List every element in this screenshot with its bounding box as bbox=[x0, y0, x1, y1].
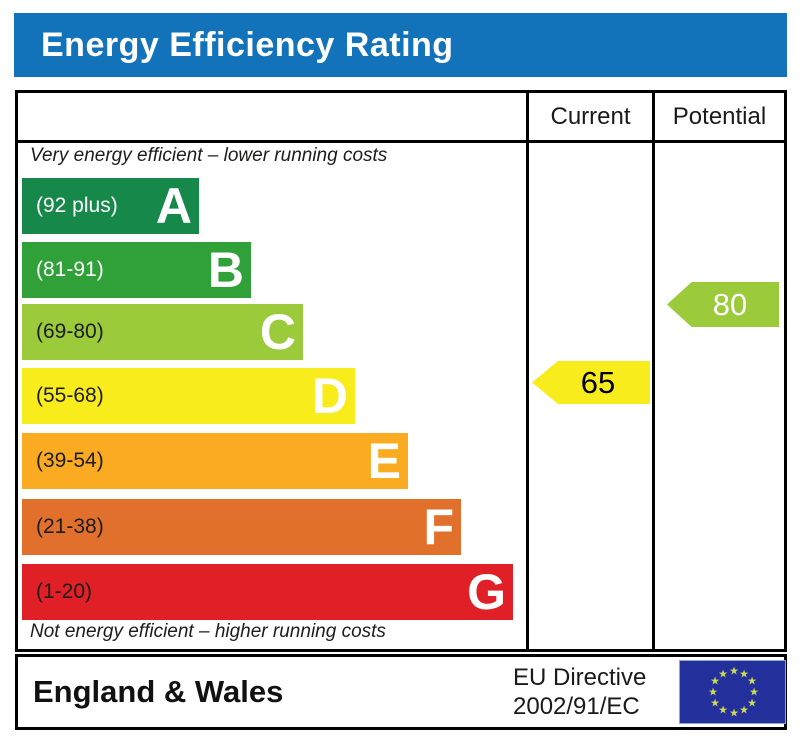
current-rating-arrow: 65 bbox=[532, 361, 650, 404]
rating-band-a: (92 plus) A bbox=[22, 178, 199, 234]
eu-directive-line2: 2002/91/EC bbox=[513, 693, 640, 720]
current-column-divider bbox=[526, 93, 529, 649]
potential-rating-value: 80 bbox=[712, 287, 748, 322]
current-column-header: Current bbox=[550, 102, 631, 130]
bottom-caption: Not energy efficient – higher running co… bbox=[30, 621, 386, 642]
title-bar: Energy Efficiency Rating bbox=[14, 13, 787, 77]
eu-directive-label: EU Directive 2002/91/EC bbox=[513, 663, 646, 721]
star-icon: ★ bbox=[710, 675, 720, 688]
band-range-label: (81-91) bbox=[36, 258, 104, 281]
region-label: England & Wales bbox=[33, 674, 284, 709]
band-letter: C bbox=[259, 304, 296, 360]
star-icon: ★ bbox=[739, 704, 749, 717]
header-divider bbox=[18, 140, 784, 143]
rating-band-c: (69-80) C bbox=[22, 304, 303, 360]
rating-band-g: (1-20) G bbox=[22, 564, 513, 620]
star-icon: ★ bbox=[718, 668, 728, 681]
band-letter: A bbox=[155, 178, 192, 234]
band-letter: D bbox=[311, 368, 348, 424]
star-icon: ★ bbox=[747, 675, 757, 688]
rating-table: Current Potential Very energy efficient … bbox=[15, 90, 787, 652]
band-letter: E bbox=[367, 433, 401, 489]
rating-band-b: (81-91) B bbox=[22, 242, 251, 298]
potential-column-header: Potential bbox=[672, 102, 767, 130]
page-title: Energy Efficiency Rating bbox=[41, 25, 454, 64]
eu-flag-icon: ★ ★ ★ ★ ★ ★ ★ ★ ★ ★ ★ ★ bbox=[679, 660, 786, 724]
band-letter: B bbox=[207, 242, 244, 298]
star-icon: ★ bbox=[747, 697, 757, 710]
star-icon: ★ bbox=[708, 686, 718, 699]
band-letter: G bbox=[467, 564, 506, 620]
rating-band-f: (21-38) F bbox=[22, 499, 461, 555]
eu-directive-line1: EU Directive bbox=[513, 664, 647, 691]
star-icon: ★ bbox=[729, 707, 739, 720]
band-range-label: (69-80) bbox=[36, 320, 104, 343]
footer-bar: England & Wales EU Directive 2002/91/EC … bbox=[15, 654, 787, 730]
band-range-label: (1-20) bbox=[36, 580, 93, 603]
potential-column-divider bbox=[652, 93, 655, 649]
rating-band-e: (39-54) E bbox=[22, 433, 408, 489]
star-icon: ★ bbox=[718, 704, 728, 717]
band-letter: F bbox=[423, 499, 454, 555]
band-range-label: (55-68) bbox=[36, 384, 104, 407]
rating-band-d: (55-68) D bbox=[22, 368, 355, 424]
star-icon: ★ bbox=[710, 697, 720, 710]
star-icon: ★ bbox=[749, 686, 759, 699]
potential-rating-arrow: 80 bbox=[667, 282, 779, 327]
current-rating-value: 65 bbox=[580, 365, 616, 400]
band-range-label: (39-54) bbox=[36, 449, 104, 472]
top-caption: Very energy efficient – lower running co… bbox=[30, 145, 388, 166]
band-range-label: (92 plus) bbox=[36, 194, 118, 217]
star-icon: ★ bbox=[729, 665, 739, 678]
star-icon: ★ bbox=[739, 668, 749, 681]
band-range-label: (21-38) bbox=[36, 515, 104, 538]
